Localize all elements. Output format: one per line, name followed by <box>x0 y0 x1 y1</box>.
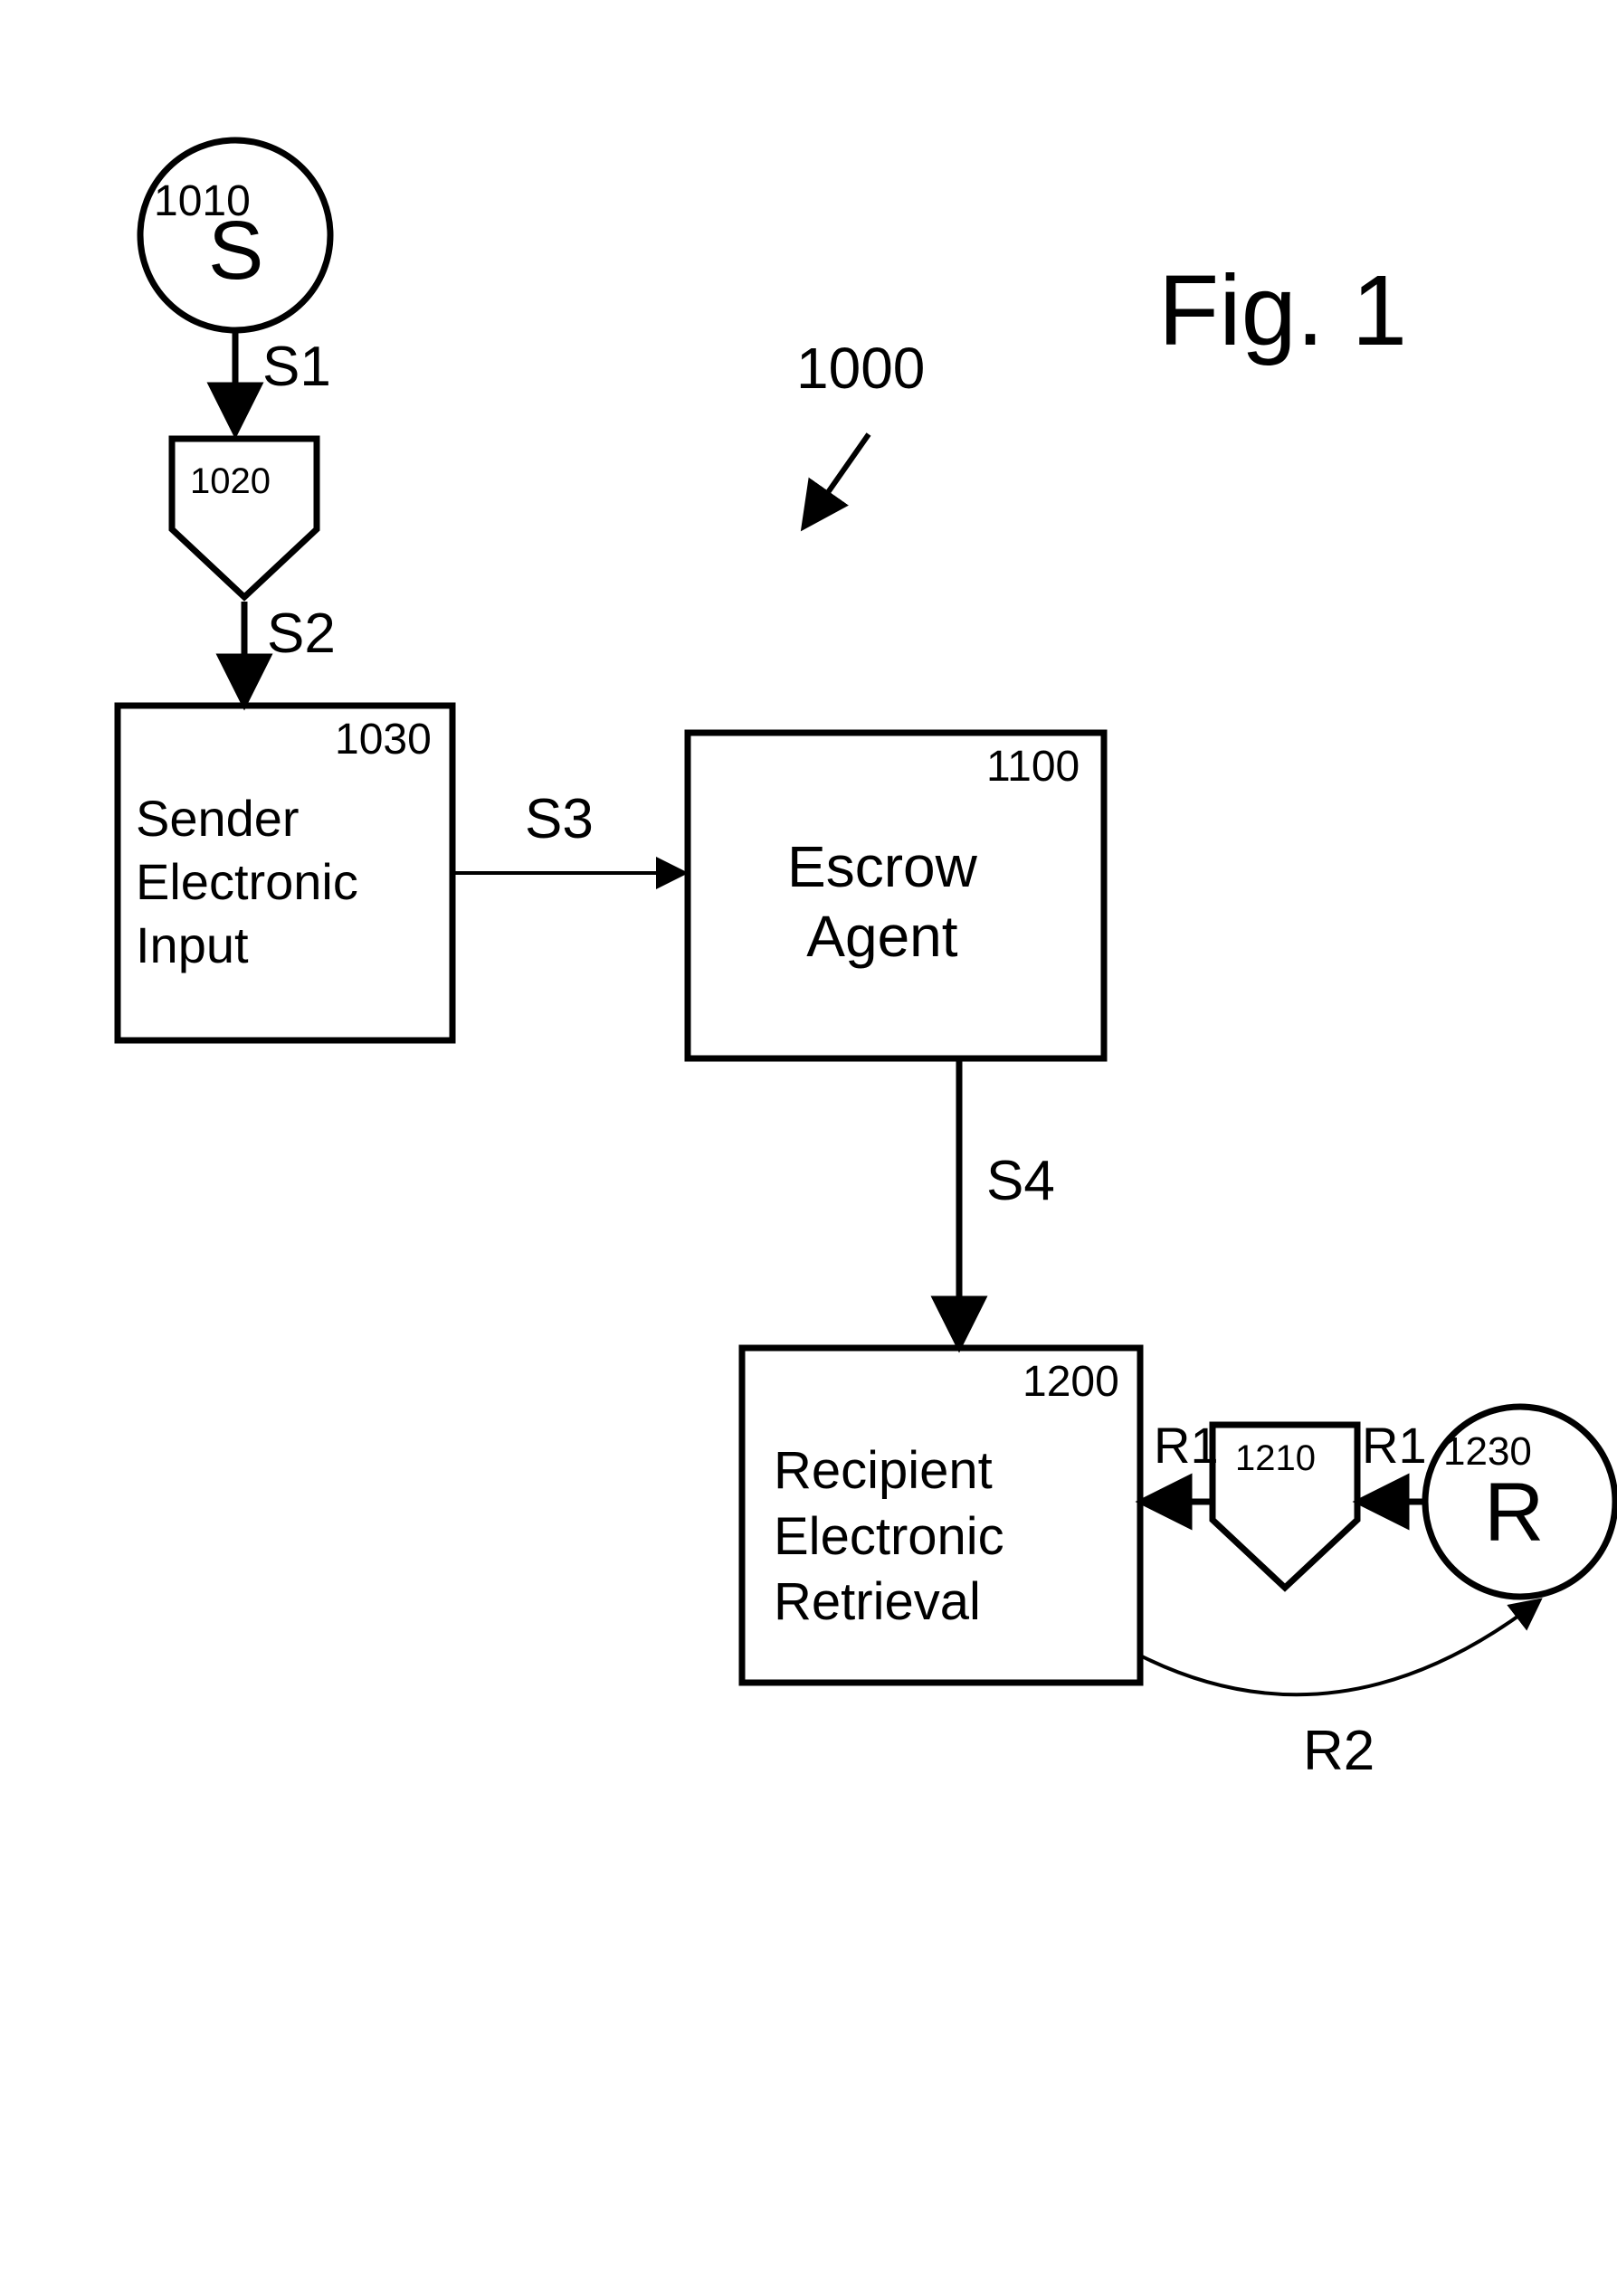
system-ref-arrow <box>805 434 869 525</box>
edge-r1-left-label: R1 <box>1154 1416 1219 1475</box>
system-ref: 1000 <box>796 335 925 402</box>
sender-box-label: Sender Electronic Input <box>136 787 358 977</box>
edge-s2-label: S2 <box>267 602 336 666</box>
recipient-pentagon-ref: 1210 <box>1235 1438 1316 1479</box>
edge-r2 <box>1140 1601 1538 1694</box>
sender-pentagon-ref: 1020 <box>190 461 271 502</box>
edge-r1-right-label: R1 <box>1362 1416 1427 1475</box>
recipient-circle-letter: R <box>1484 1466 1544 1561</box>
sender-circle-letter: S <box>208 204 263 299</box>
recipient-box-ref: 1200 <box>1023 1357 1119 1407</box>
edge-r2-label: R2 <box>1303 1719 1374 1783</box>
sender-box-ref: 1030 <box>335 715 432 764</box>
escrow-box-ref: 1100 <box>986 742 1080 792</box>
edge-s1-label: S1 <box>262 335 331 399</box>
figure-title: Fig. 1 <box>1158 253 1407 368</box>
edge-s3-label: S3 <box>525 787 594 851</box>
escrow-box-label: Escrow Agent <box>787 832 977 972</box>
edge-s4-label: S4 <box>986 1149 1055 1213</box>
recipient-box-label: Recipient Electronic Retrieval <box>774 1438 1004 1636</box>
